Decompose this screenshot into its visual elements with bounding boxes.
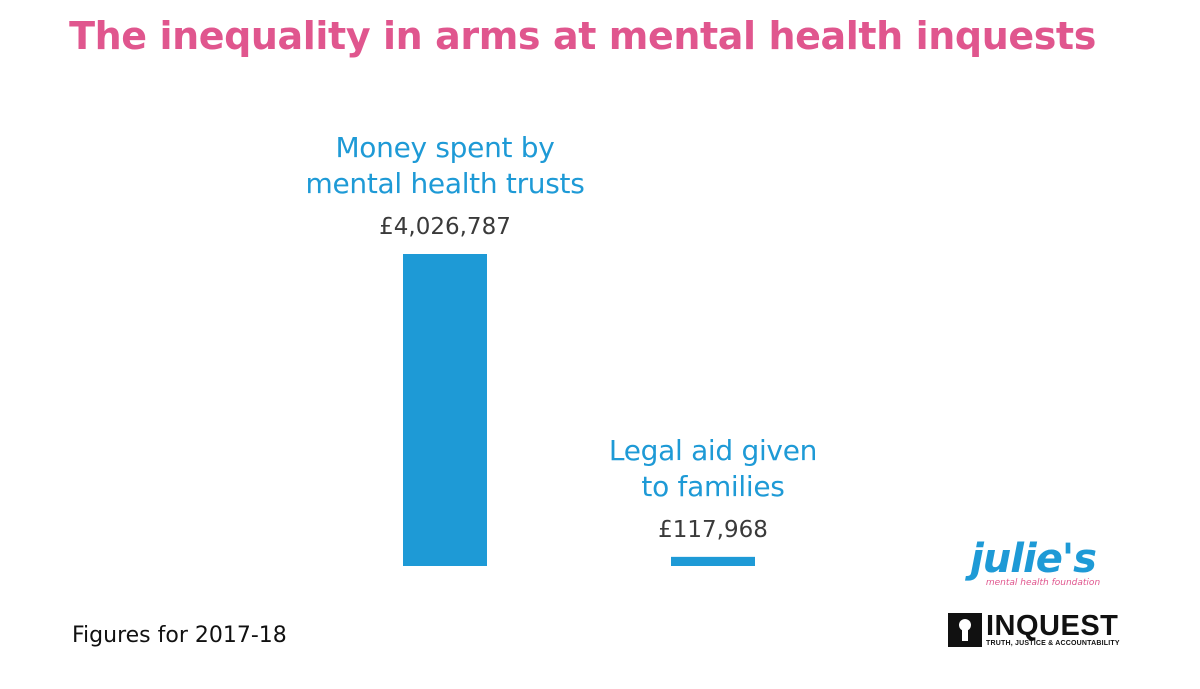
category-label-0-line-1: mental health trusts [305, 167, 585, 200]
category-label-1-line-1: to families [641, 469, 785, 503]
inquest-logo: INQUEST TRUTH, JUSTICE & ACCOUNTABILITY [948, 612, 1120, 647]
category-label-0-line-0: Money spent by [335, 131, 555, 164]
value-label-0: £4,026,787 [379, 214, 511, 240]
category-label-0: Money spent by mental health trusts [265, 130, 625, 202]
julies-logo-tagline: mental health foundation [985, 578, 1101, 588]
bar-0 [403, 254, 487, 566]
category-label-1-line-0: Legal aid given [608, 433, 818, 467]
bar-1 [671, 556, 755, 566]
value-label-1: £117,968 [658, 516, 768, 543]
category-label-1: Legal aid given to families [533, 433, 893, 505]
chart-title: The inequality in arms at mental health … [69, 14, 1096, 58]
inquest-logo-name: INQUEST [986, 610, 1119, 642]
inquest-logo-tagline: TRUTH, JUSTICE & ACCOUNTABILITY [986, 640, 1120, 647]
julies-logo-name: julie's [970, 536, 1097, 582]
figures-footnote: Figures for 2017-18 [72, 623, 287, 648]
julies-logo: julie's mental health foundation [958, 538, 1108, 588]
keyhole-icon [948, 612, 982, 647]
